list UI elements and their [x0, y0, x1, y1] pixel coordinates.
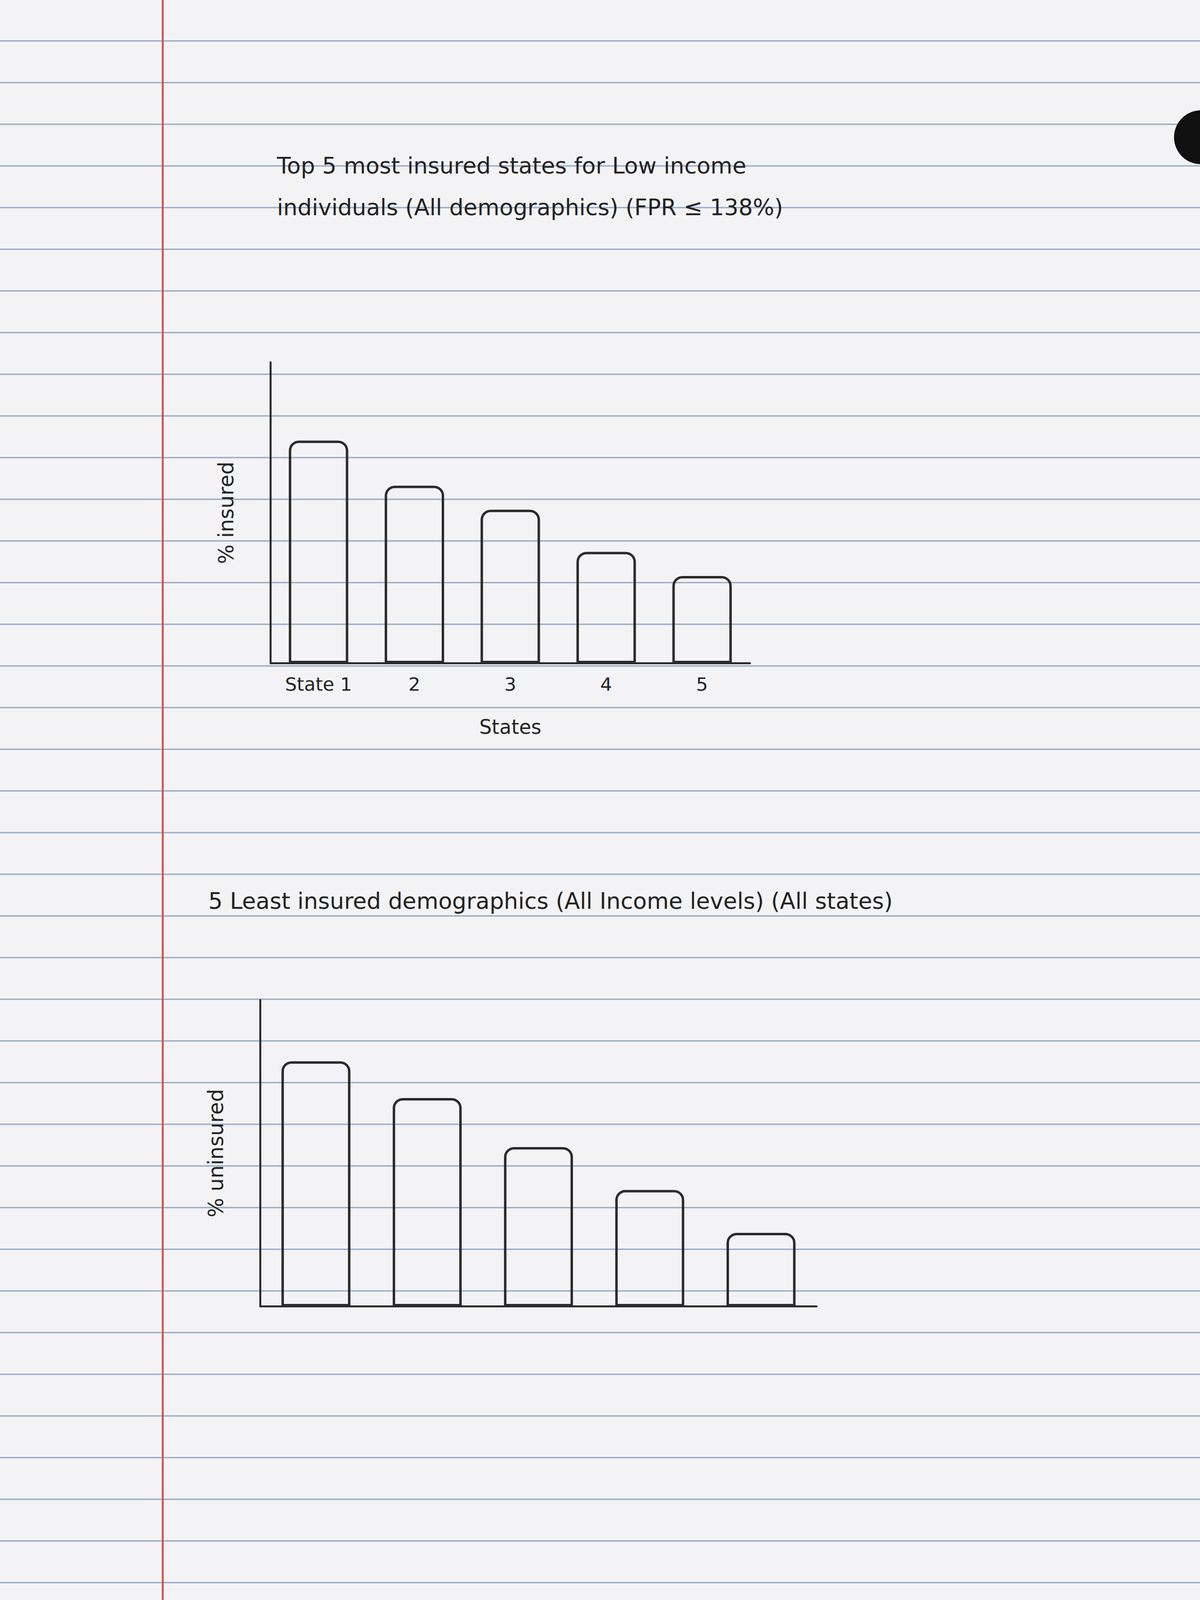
- svg-text:Top 5 most insured states for: Top 5 most insured states for Low income: [276, 152, 754, 179]
- svg-text:% uninsured: % uninsured: [203, 1088, 228, 1218]
- svg-text:individuals (All demographics): individuals (All demographics) (FPR ≤ 13…: [276, 194, 783, 221]
- svg-text:State 1: State 1: [284, 673, 352, 696]
- svg-text:States: States: [479, 715, 542, 739]
- svg-text:2: 2: [408, 673, 421, 696]
- svg-text:% insured: % insured: [214, 461, 239, 565]
- svg-text:3: 3: [504, 673, 517, 696]
- svg-text:5 Least insured demographics (: 5 Least insured demographics (All Income…: [208, 887, 893, 915]
- svg-text:4: 4: [600, 673, 613, 696]
- svg-text:5: 5: [696, 673, 708, 696]
